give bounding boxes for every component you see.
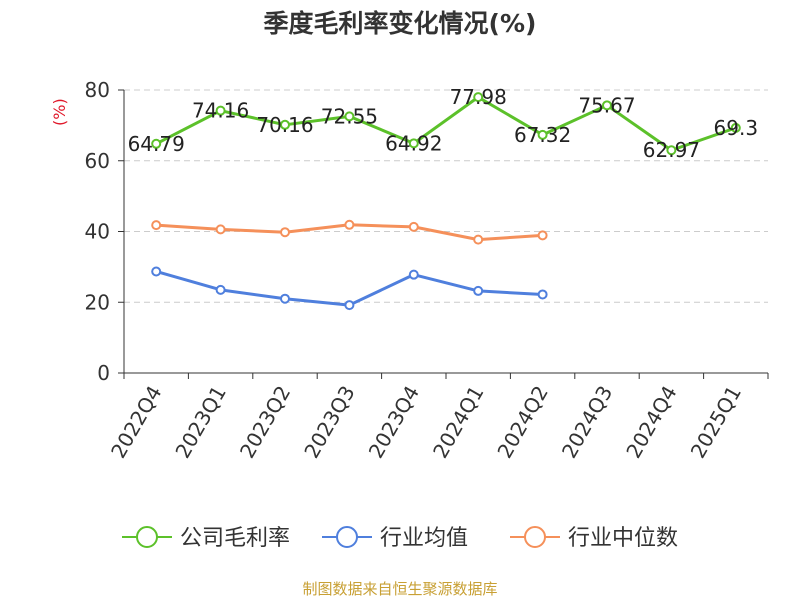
data-point — [537, 129, 548, 140]
data-label: 77.98 — [450, 85, 507, 109]
data-point — [344, 300, 355, 311]
data-point — [408, 138, 419, 149]
x-tick-label: 2023Q3 — [299, 382, 359, 463]
x-tick-label: 2023Q2 — [235, 382, 295, 463]
x-tick-label: 2023Q1 — [170, 382, 230, 463]
data-label: 75.67 — [578, 93, 635, 117]
data-point — [730, 122, 741, 133]
data-point — [151, 138, 162, 149]
series-line-1 — [155, 270, 543, 307]
data-point — [280, 293, 290, 304]
series-line-0 — [155, 95, 737, 152]
data-label: 69.3 — [714, 116, 759, 140]
data-point — [215, 105, 226, 116]
data-point — [666, 145, 677, 156]
data-point — [408, 269, 419, 280]
data-label: 64.79 — [128, 132, 185, 156]
data-label: 72.55 — [321, 104, 378, 128]
data-point — [473, 285, 484, 296]
data-point — [280, 227, 290, 238]
data-point — [473, 92, 484, 103]
y-tick-label: 60 — [85, 149, 110, 173]
y-tick-label: 40 — [85, 220, 110, 244]
legend-marker — [136, 526, 158, 548]
data-label: 67.32 — [514, 123, 571, 147]
data-label: 74.16 — [192, 99, 249, 123]
data-source-note: 制图数据来自恒生聚源数据库 — [302, 580, 498, 598]
grid-lines — [124, 89, 768, 303]
data-point — [537, 230, 548, 241]
data-label: 62.97 — [643, 138, 700, 162]
data-point — [151, 220, 162, 231]
x-tick-label: 2025Q1 — [686, 382, 746, 463]
x-tick-label: 2024Q2 — [492, 382, 552, 463]
x-tick-label: 2024Q3 — [557, 382, 617, 463]
x-tick-label: 2023Q4 — [364, 382, 424, 463]
legend: 公司毛利率 行业均值 行业中位数 — [122, 526, 678, 551]
data-point — [215, 224, 226, 235]
data-point — [151, 266, 162, 277]
data-point — [344, 111, 355, 122]
data-point — [280, 119, 290, 130]
legend-marker — [336, 526, 358, 548]
y-tick-label: 80 — [85, 78, 110, 102]
y-tick-label: 0 — [97, 361, 110, 385]
legend-marker — [524, 526, 546, 548]
data-labels: 64.79 74.16 70.16 72.55 64.92 77.98 67.32 75.67… — [128, 85, 758, 162]
legend-label: 行业中位数 — [568, 526, 678, 551]
x-tick-label: 2024Q4 — [621, 382, 681, 463]
legend-label: 行业均值 — [380, 526, 468, 551]
data-point — [344, 219, 355, 230]
data-point — [537, 289, 548, 300]
legend-label: 公司毛利率 — [180, 526, 290, 551]
data-point — [215, 284, 226, 295]
data-point — [473, 234, 484, 245]
chart-title: 季度毛利率变化情况(%) — [263, 9, 537, 38]
data-label: 64.92 — [385, 131, 442, 155]
data-point — [602, 100, 612, 111]
data-label: 70.16 — [256, 113, 313, 137]
x-tick-label: 2022Q4 — [106, 382, 166, 463]
y-tick-label: 20 — [85, 290, 110, 314]
series-lines — [151, 92, 741, 311]
x-tick-label: 2024Q1 — [428, 382, 488, 463]
data-point — [408, 221, 419, 232]
